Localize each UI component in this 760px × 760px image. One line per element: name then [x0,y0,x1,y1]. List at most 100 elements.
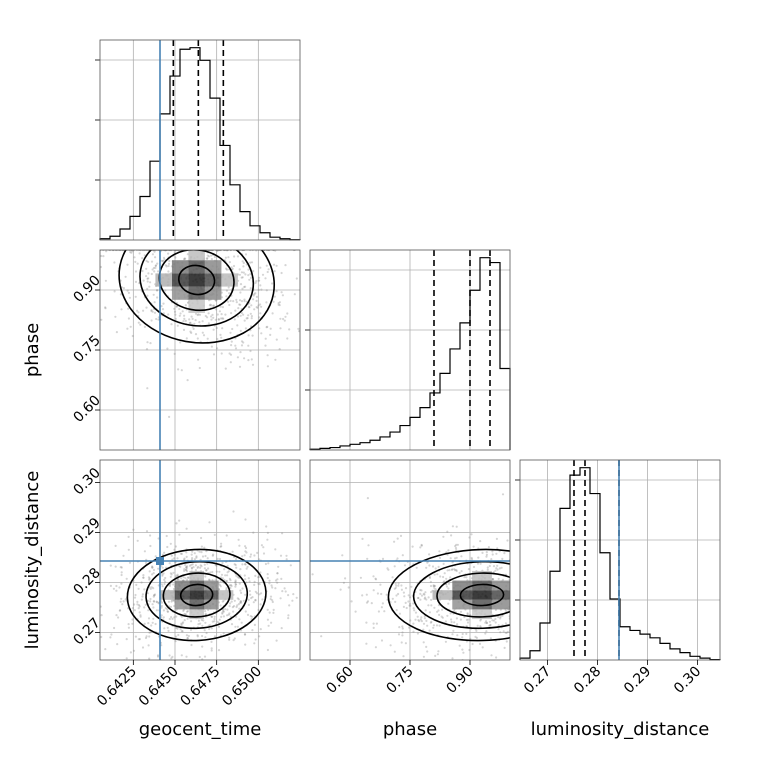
posterior-sample [592,572,594,574]
posterior-sample [203,567,206,570]
posterior-sample [268,579,271,582]
posterior-sample [164,264,167,267]
posterior-sample [154,266,157,269]
posterior-sample [177,633,180,637]
posterior-sample [545,575,547,577]
posterior-sample [105,250,108,253]
posterior-sample [200,536,203,540]
posterior-sample [286,312,289,315]
posterior-sample [501,614,504,617]
posterior-sample [100,265,102,269]
posterior-sample [151,268,154,271]
posterior-sample [420,680,422,682]
posterior-sample [137,587,140,590]
posterior-sample [162,302,165,305]
posterior-sample [243,633,247,636]
posterior-sample [453,557,457,560]
posterior-sample [197,619,200,622]
posterior-sample [428,553,431,556]
posterior-sample [181,622,184,625]
posterior-sample [240,601,243,604]
posterior-sample [578,555,580,557]
posterior-sample [269,327,272,330]
posterior-sample [453,569,457,572]
posterior-sample [490,654,493,657]
posterior-sample [252,601,255,604]
posterior-sample [420,589,423,592]
posterior-sample [137,638,140,641]
posterior-sample [534,614,536,616]
posterior-sample [160,305,163,308]
posterior-sample [237,538,240,541]
posterior-sample [472,545,475,548]
posterior-sample [154,264,158,267]
density-cell [218,590,234,600]
posterior-sample [532,623,534,625]
posterior-sample [280,577,283,581]
posterior-sample [528,592,530,594]
posterior-sample [414,618,417,621]
posterior-sample [186,565,189,568]
posterior-sample [416,632,419,635]
posterior-sample [515,617,517,619]
posterior-sample [515,629,517,631]
posterior-sample [167,600,170,603]
posterior-sample [543,611,545,613]
posterior-sample [155,609,158,612]
posterior-sample [535,546,537,548]
density-cell [189,580,204,591]
posterior-sample [286,540,288,542]
posterior-sample [251,596,254,599]
posterior-sample [253,623,256,627]
posterior-sample [487,546,490,549]
posterior-sample [446,614,449,617]
posterior-sample [542,590,544,592]
posterior-sample [170,657,173,660]
posterior-sample [468,536,471,539]
posterior-sample [176,573,179,576]
posterior-sample [603,579,605,581]
posterior-sample [271,599,274,602]
posterior-sample [354,610,357,613]
posterior-sample [434,567,437,570]
posterior-sample [70,249,72,251]
posterior-sample [307,598,309,600]
posterior-sample [147,644,150,647]
posterior-sample [243,633,247,636]
posterior-sample [148,657,151,660]
posterior-sample [570,611,572,613]
posterior-sample [536,585,538,587]
posterior-sample [365,621,368,624]
posterior-sample [540,620,542,622]
posterior-sample [138,611,141,614]
posterior-sample [401,554,404,557]
posterior-sample [253,554,256,557]
posterior-sample [272,300,275,303]
posterior-sample [251,629,254,632]
posterior-sample [396,537,399,540]
posterior-sample [180,630,183,633]
x-tick-label-geocent_time: 0.6500 [219,664,265,710]
posterior-sample [210,254,213,257]
posterior-sample [218,557,222,561]
posterior-sample [217,665,219,667]
posterior-sample [96,249,98,251]
posterior-sample [581,597,583,599]
panel-content [286,460,605,682]
posterior-sample [224,608,227,611]
posterior-sample [173,553,177,556]
posterior-sample [183,257,186,260]
posterior-sample [264,344,267,347]
posterior-sample [175,635,178,638]
posterior-sample [524,619,526,621]
posterior-sample [204,621,207,624]
posterior-sample [522,635,524,637]
posterior-sample [234,580,237,583]
posterior-sample [264,562,267,566]
posterior-sample [146,280,149,283]
posterior-sample [381,602,384,605]
posterior-sample [235,301,238,304]
posterior-sample [442,575,445,579]
posterior-sample [188,321,191,324]
posterior-sample [214,578,217,581]
